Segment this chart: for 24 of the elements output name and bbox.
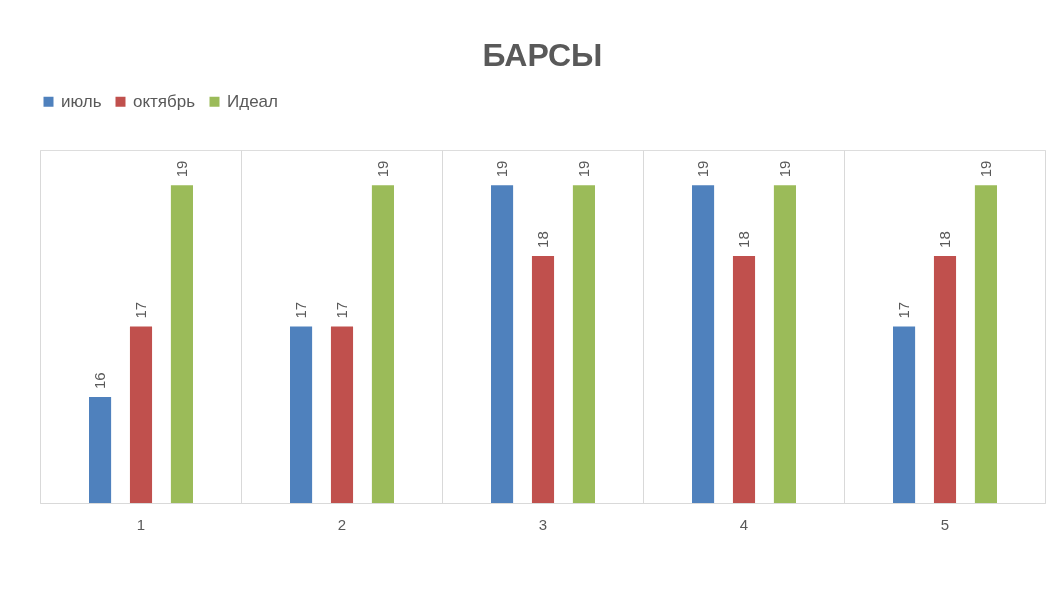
legend-label: июль xyxy=(61,91,102,111)
data-label: 19 xyxy=(976,160,994,178)
data-label: 17 xyxy=(895,301,913,319)
data-label: 19 xyxy=(373,160,391,178)
data-label: 17 xyxy=(333,301,350,319)
data-label: 19 xyxy=(493,160,511,178)
data-label: 18 xyxy=(534,231,551,248)
x-tick-label: 4 xyxy=(739,515,749,533)
data-label: 19 xyxy=(172,160,190,178)
x-tick-label: 3 xyxy=(538,515,548,533)
x-tick-label: 1 xyxy=(136,515,146,533)
data-label: 19 xyxy=(775,160,793,178)
legend-label: октябрь xyxy=(133,91,196,111)
data-label: 19 xyxy=(694,160,712,178)
chart-title: БАРСЫ xyxy=(482,37,603,73)
legend-label: Идеал xyxy=(227,91,278,111)
data-label: 16 xyxy=(91,372,109,390)
data-label: 18 xyxy=(936,231,953,248)
data-label: 17 xyxy=(292,301,310,319)
x-tick-label: 5 xyxy=(940,515,950,533)
x-tick-label: 2 xyxy=(337,515,347,533)
data-label: 19 xyxy=(574,160,592,178)
data-label: 18 xyxy=(735,231,752,248)
data-label: 17 xyxy=(132,301,149,319)
